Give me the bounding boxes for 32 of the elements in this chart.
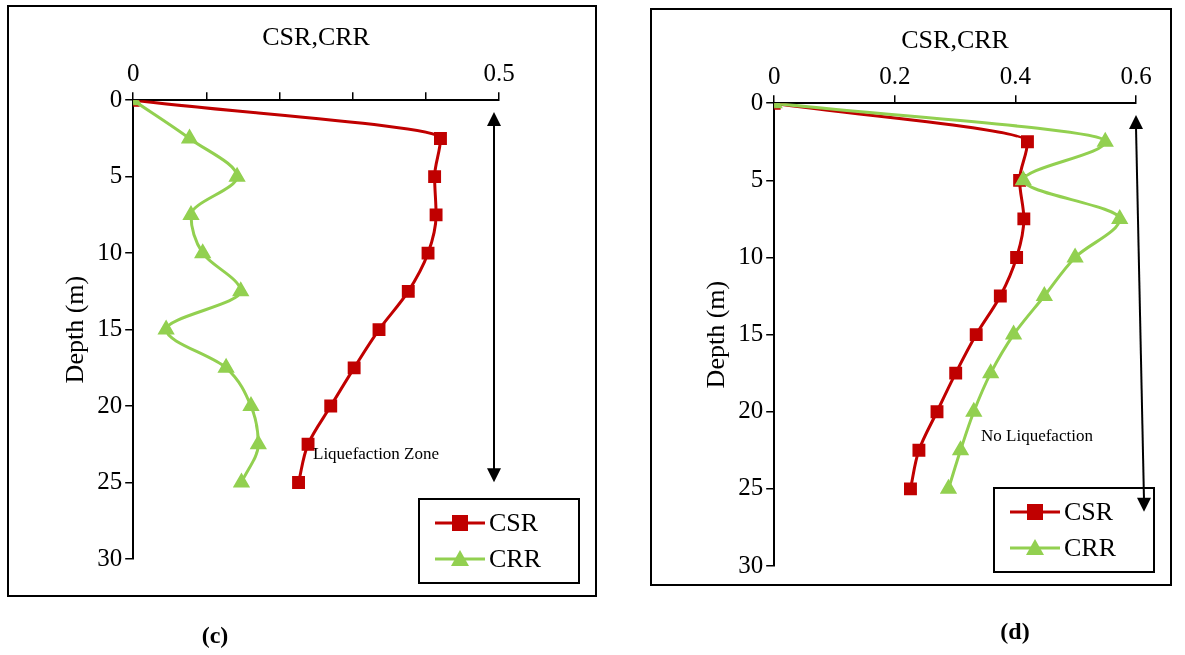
legend-label: CRR: [1064, 532, 1117, 562]
x-tick-label: 0.5: [483, 58, 515, 86]
y-axis-title: Depth (m): [60, 275, 90, 384]
y-tick-label: 5: [109, 161, 123, 189]
x-tick-label: 0.4: [999, 61, 1032, 89]
y-tick-label: 25: [97, 467, 123, 495]
y-tick-label: 25: [738, 473, 764, 501]
y-tick-label: 0: [109, 84, 123, 112]
x-axis-title: CSR,CRR: [262, 22, 371, 52]
y-tick-label: 20: [97, 390, 123, 418]
x-axis-title: CSR,CRR: [901, 25, 1010, 55]
y-tick-label: 20: [738, 396, 764, 424]
legend-label: CRR: [489, 543, 542, 573]
legend-label: CSR: [489, 507, 539, 537]
y-tick-label: 0: [750, 87, 764, 115]
y-axis-title: Depth (m): [701, 280, 731, 389]
annotation: Liquefaction Zone: [313, 444, 440, 464]
y-tick-label: 5: [750, 164, 764, 192]
y-tick-label: 30: [738, 550, 764, 578]
y-tick-label: 15: [97, 314, 123, 342]
x-tick-label: 0: [767, 61, 781, 89]
legend-label: CSR: [1064, 496, 1114, 526]
y-tick-label: 30: [97, 543, 123, 571]
y-tick-label: 10: [97, 237, 123, 265]
x-tick-label: 0: [126, 58, 140, 86]
x-tick-label: 0.2: [879, 61, 911, 89]
y-tick-label: 15: [738, 319, 764, 347]
x-tick-label: 0.6: [1120, 61, 1152, 89]
text: (c): [201, 622, 229, 649]
annotation: No Liquefaction: [981, 426, 1093, 446]
text: (d): [1000, 618, 1030, 645]
y-tick-label: 10: [738, 242, 764, 270]
